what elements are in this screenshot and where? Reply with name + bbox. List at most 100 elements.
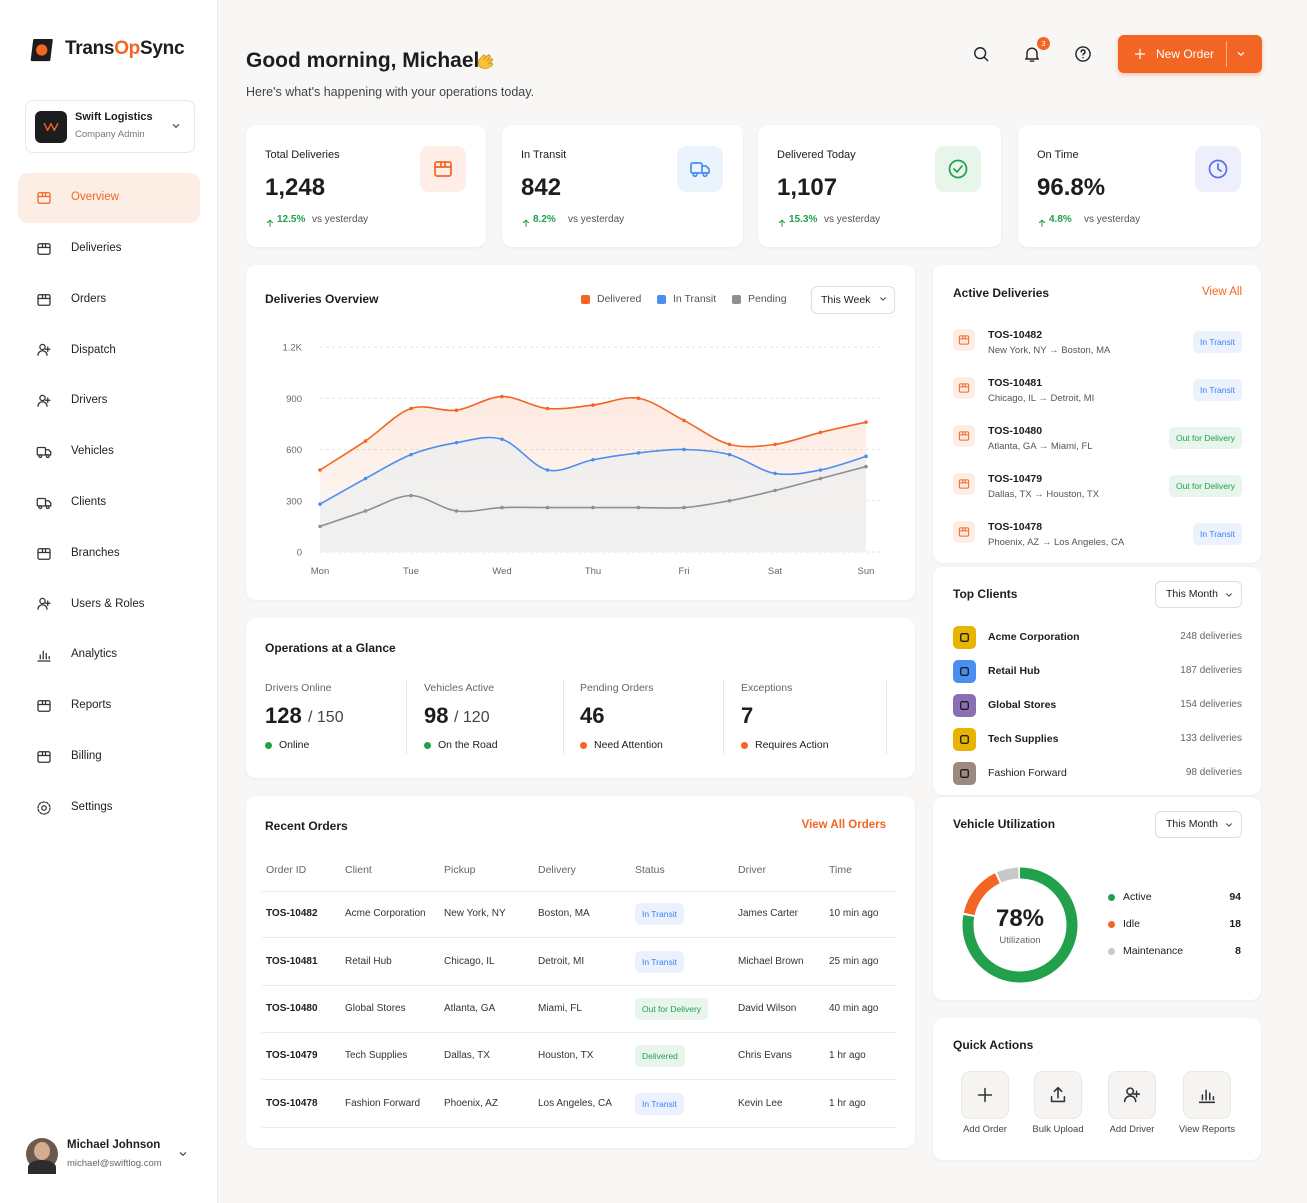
nav-label[interactable]: Branches bbox=[71, 546, 120, 559]
icon-part bbox=[958, 527, 970, 537]
cell: 10 min ago bbox=[829, 908, 879, 919]
search-button[interactable] bbox=[971, 44, 991, 64]
icon-part bbox=[37, 293, 51, 306]
icon-part bbox=[172, 124, 180, 128]
legend-value: 18 bbox=[1229, 917, 1241, 930]
row-divider bbox=[262, 891, 896, 892]
icon-part bbox=[778, 219, 786, 227]
icon-part bbox=[37, 750, 51, 756]
icon-part bbox=[960, 667, 969, 676]
nav-label[interactable]: Settings bbox=[71, 800, 113, 813]
icon-part bbox=[45, 454, 50, 459]
quick-action-button[interactable] bbox=[961, 1071, 1009, 1119]
icon-part bbox=[37, 800, 51, 815]
icon-part bbox=[1226, 823, 1232, 827]
stat-change: 4.8% bbox=[1049, 214, 1072, 225]
nav-item[interactable] bbox=[18, 173, 200, 223]
cell: TOS-10479 bbox=[266, 1050, 318, 1061]
quick-action-label[interactable]: View Reports bbox=[1178, 1124, 1236, 1136]
nav-label[interactable]: Overview bbox=[71, 191, 119, 204]
nav-label[interactable]: Users & Roles bbox=[71, 597, 145, 610]
chart-filter[interactable] bbox=[811, 286, 895, 314]
stat-icon bbox=[688, 157, 712, 181]
client-filter[interactable] bbox=[1155, 581, 1242, 608]
nav-label[interactable]: Billing bbox=[71, 749, 102, 762]
point bbox=[818, 430, 823, 435]
client-logo-mark bbox=[958, 631, 971, 644]
point bbox=[363, 509, 368, 513]
view-all-link[interactable]: View All bbox=[1201, 286, 1242, 299]
util-filter[interactable] bbox=[1155, 811, 1242, 838]
stat-label: In Transit bbox=[521, 149, 567, 162]
point bbox=[727, 452, 732, 457]
column-header: Driver bbox=[738, 863, 766, 876]
status-badge-label: Out for Delivery bbox=[642, 1003, 702, 1014]
notification-badge bbox=[1037, 37, 1050, 50]
status-badge-label: In Transit bbox=[642, 956, 677, 967]
quick-action-label[interactable]: Add Order bbox=[963, 1124, 1007, 1136]
delivery-route: Dallas, TX → Houston, TX bbox=[988, 489, 1100, 501]
arrow-up bbox=[777, 215, 787, 227]
nav-label[interactable]: Dispatch bbox=[71, 343, 116, 356]
status-badge-label: Out for Delivery bbox=[1175, 432, 1235, 443]
delivery-icon bbox=[957, 429, 971, 443]
point bbox=[318, 524, 322, 529]
chevron bbox=[175, 1146, 191, 1162]
icon-part bbox=[1237, 52, 1245, 56]
status-badge bbox=[1193, 379, 1242, 401]
legend-dot bbox=[1108, 893, 1115, 901]
quick-action-label[interactable]: Bulk Upload bbox=[1032, 1124, 1084, 1136]
nav-label[interactable]: Analytics bbox=[71, 648, 118, 661]
nav-label[interactable]: Vehicles bbox=[71, 445, 114, 458]
quick-action-label[interactable]: Add Driver bbox=[1109, 1124, 1155, 1136]
x-tick-label: Tue bbox=[403, 566, 419, 577]
nav-label[interactable]: Clients bbox=[71, 495, 107, 508]
cell: 1 hr ago bbox=[829, 1050, 866, 1061]
filter-label[interactable]: This Month bbox=[1166, 818, 1218, 831]
nav-label[interactable]: Reports bbox=[71, 699, 112, 712]
icon-part bbox=[36, 44, 48, 56]
nav-label[interactable]: Deliveries bbox=[71, 241, 122, 254]
help-button[interactable] bbox=[1073, 44, 1093, 64]
nav-label[interactable]: Orders bbox=[71, 292, 107, 305]
filter-label[interactable]: This Week bbox=[821, 293, 871, 306]
quick-action-button[interactable] bbox=[1183, 1071, 1231, 1119]
client-deliveries: 187 deliveries bbox=[1180, 665, 1242, 676]
icon-part bbox=[37, 394, 51, 408]
icon-part bbox=[37, 700, 51, 706]
client-deliveries: 133 deliveries bbox=[1180, 733, 1242, 744]
view-all-link[interactable]: View All Orders bbox=[801, 819, 886, 832]
section-title: Recent Orders bbox=[265, 818, 348, 833]
point bbox=[591, 505, 595, 510]
stat-note: vs yesterday bbox=[1084, 214, 1141, 225]
new-order-label[interactable]: New Order bbox=[1156, 46, 1215, 61]
quick-action-button[interactable] bbox=[1108, 1071, 1156, 1119]
arrow-up bbox=[521, 215, 531, 227]
status-badge bbox=[1193, 331, 1242, 353]
point bbox=[500, 437, 504, 442]
notifications-button[interactable] bbox=[1022, 44, 1042, 64]
icon-part bbox=[43, 122, 59, 132]
point bbox=[500, 505, 504, 510]
row-divider bbox=[262, 1032, 896, 1033]
icon-part bbox=[960, 769, 969, 778]
client-name: Acme Corporation bbox=[988, 630, 1080, 643]
icon-part bbox=[1075, 46, 1091, 62]
quick-action-icon bbox=[1047, 1084, 1069, 1106]
nav-icon bbox=[35, 392, 53, 410]
delivery-icon-box bbox=[953, 377, 975, 399]
arrow-up bbox=[1037, 215, 1047, 227]
filter-label[interactable]: This Month bbox=[1166, 588, 1218, 601]
x-tick-label: Mon bbox=[311, 566, 329, 577]
column-header: Order ID bbox=[266, 863, 307, 876]
stat-label: Total Deliveries bbox=[265, 149, 340, 162]
cell: David Wilson bbox=[738, 1003, 797, 1014]
stat-note: vs yesterday bbox=[824, 214, 881, 225]
nav-label[interactable]: Drivers bbox=[71, 394, 108, 407]
point bbox=[727, 498, 732, 503]
cell: Los Angeles, CA bbox=[538, 1098, 612, 1109]
quick-action-icon bbox=[1121, 1084, 1143, 1106]
nav-icon bbox=[35, 443, 53, 461]
point bbox=[454, 408, 459, 413]
metric-label: Vehicles Active bbox=[424, 681, 495, 694]
